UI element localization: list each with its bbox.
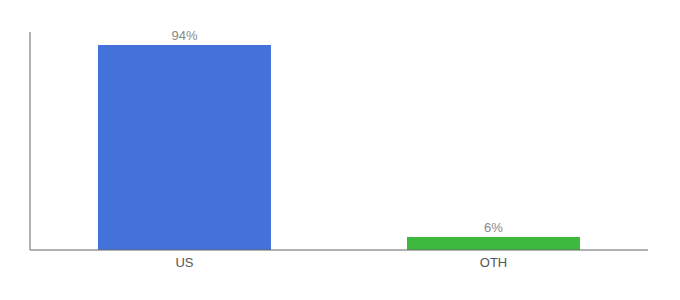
svg-text:OTH: OTH <box>480 255 507 270</box>
svg-text:6%: 6% <box>484 220 503 235</box>
svg-text:US: US <box>175 255 193 270</box>
svg-text:94%: 94% <box>171 28 197 43</box>
